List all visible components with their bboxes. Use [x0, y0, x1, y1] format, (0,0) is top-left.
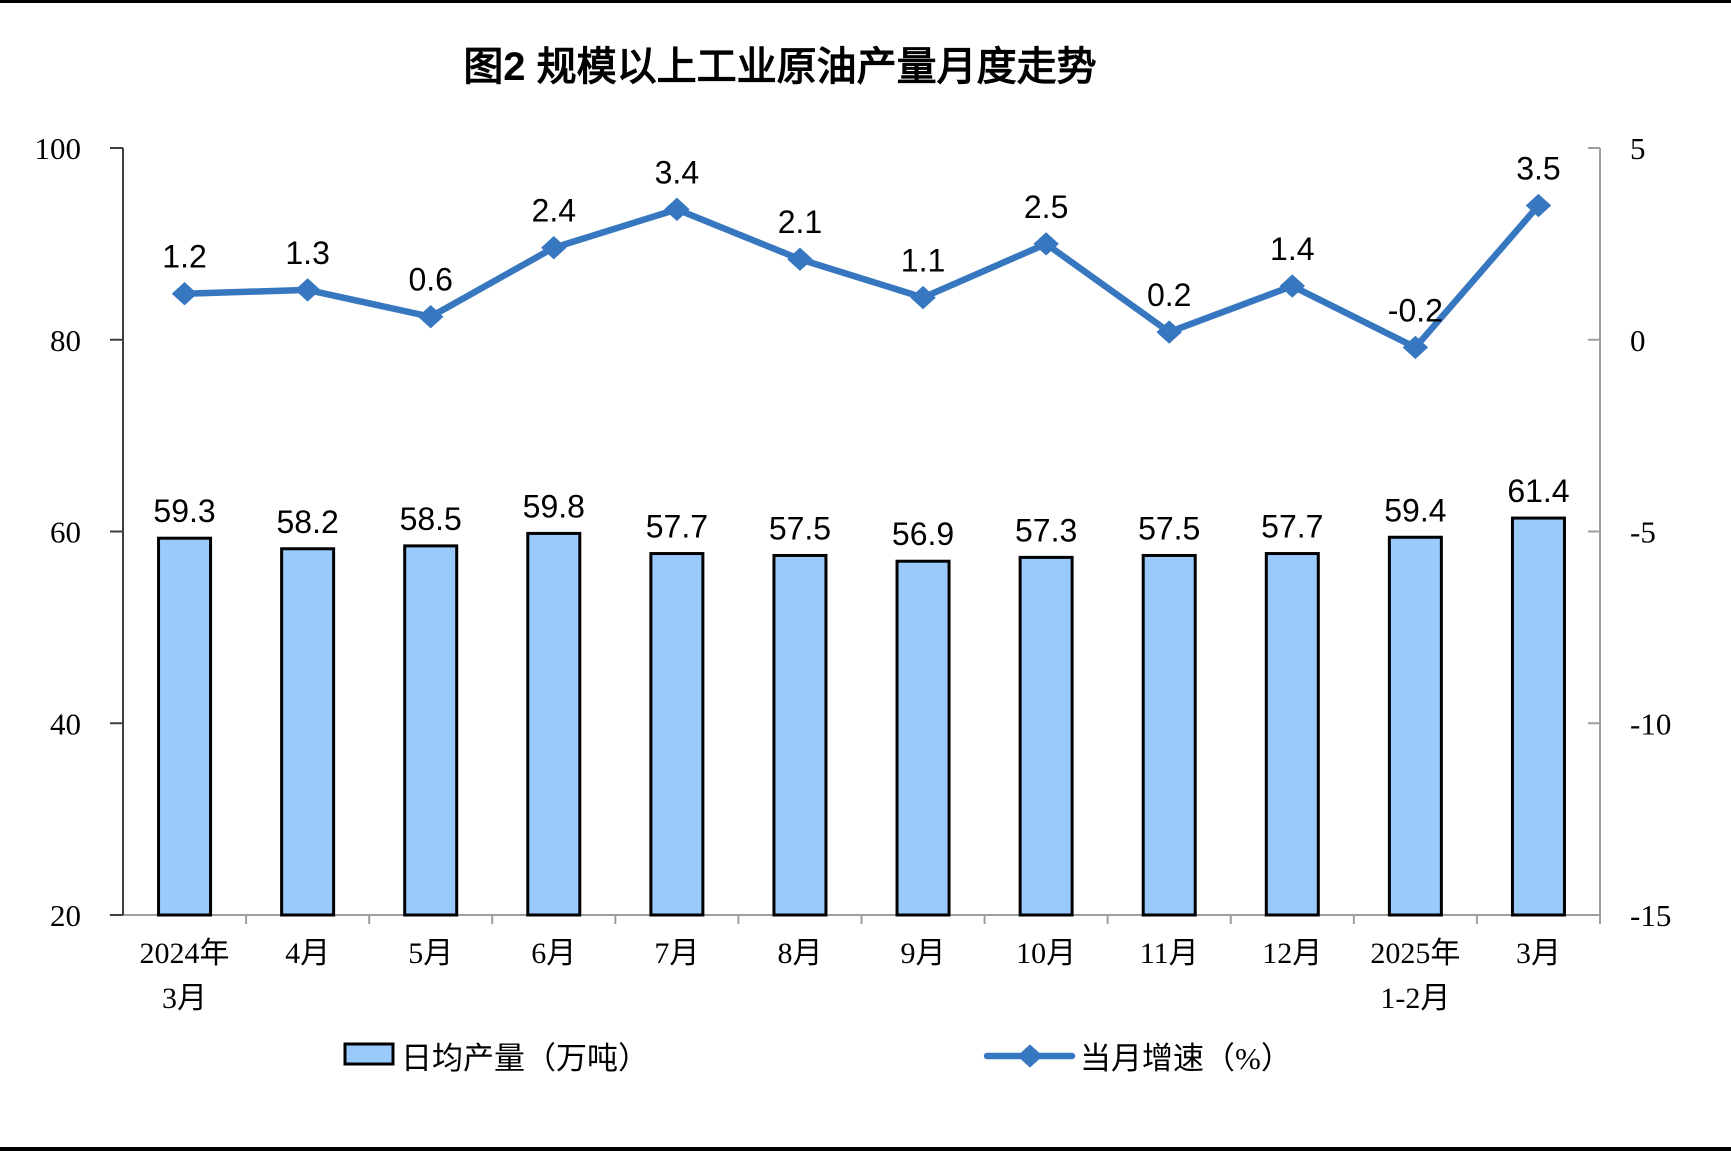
legend-label-bars: 日均产量（万吨）	[401, 1041, 649, 1076]
line-value-label: 1.3	[285, 235, 329, 271]
bar-value-label: 58.5	[400, 501, 462, 537]
bar-4	[649, 552, 705, 917]
top-border-line	[0, 0, 1731, 3]
x-category-label: 6月	[531, 937, 576, 970]
line-point-marker	[1156, 320, 1182, 344]
left-axis-tick-label: 80	[50, 323, 81, 358]
right-axis-tick-label: -15	[1630, 898, 1671, 933]
legend-label-line: 当月增速（%）	[1080, 1041, 1292, 1076]
x-category-label: 3月	[1516, 937, 1561, 970]
bar-value-label: 57.7	[1261, 509, 1323, 545]
line-value-label: 2.4	[532, 193, 576, 229]
line-point-marker	[1525, 193, 1552, 218]
left-axis-tick-label: 60	[50, 515, 81, 550]
line-point-marker	[1279, 274, 1306, 298]
x-category-label: 2025年 1-2月	[1370, 937, 1460, 1015]
bottom-border-line	[0, 1147, 1731, 1151]
x-category-label: 4月	[285, 937, 330, 970]
bar-value-label: 59.3	[153, 493, 215, 529]
line-point-marker	[1402, 335, 1429, 360]
bar-value-label: 57.5	[1138, 510, 1200, 546]
bar-3	[526, 531, 582, 917]
bar-7	[1018, 555, 1074, 917]
left-axis-tick-label: 100	[35, 131, 82, 166]
chart-legend: 日均产量（万吨） 当月增速（%）	[343, 1041, 1292, 1076]
line-point-marker	[171, 282, 198, 306]
bar-0	[157, 536, 213, 917]
bar-value-label: 59.8	[523, 488, 585, 524]
right-axis-tick-label: 0	[1630, 323, 1646, 358]
bar-value-label: 56.9	[892, 516, 954, 552]
x-category-label: 7月	[654, 937, 699, 970]
line-value-label: 1.2	[162, 239, 206, 275]
line-series-marker-icon	[1017, 1044, 1043, 1068]
bar-10	[1387, 535, 1443, 917]
line-point-marker	[294, 278, 321, 302]
bar-1	[280, 547, 336, 917]
line-value-label: 0.2	[1147, 277, 1191, 313]
x-category-label: 8月	[777, 937, 822, 970]
bar-value-label: 57.7	[646, 509, 708, 545]
line-value-label: 0.6	[408, 262, 452, 298]
line-value-label: 3.4	[655, 154, 699, 190]
x-category-label: 12月	[1262, 937, 1322, 970]
line-value-label: -0.2	[1388, 292, 1443, 328]
right-axis-tick-label: -10	[1630, 706, 1671, 741]
bar-9	[1264, 552, 1320, 917]
line-value-label: 2.5	[1024, 189, 1068, 225]
bar-value-label: 59.4	[1384, 492, 1446, 528]
bar-6	[895, 559, 951, 917]
bar-2	[403, 544, 459, 917]
line-point-marker	[541, 236, 567, 260]
line-point-marker	[787, 247, 813, 271]
line-value-label: 1.4	[1270, 231, 1314, 267]
bar-8	[1141, 553, 1197, 917]
line-point-marker	[910, 285, 936, 310]
line-value-label: 1.1	[901, 243, 945, 279]
line-point-marker	[417, 305, 444, 329]
line-point-marker	[1033, 232, 1059, 256]
bar-value-label: 61.4	[1507, 473, 1569, 509]
right-axis-tick-label: 5	[1630, 131, 1646, 166]
plot-area: 20 40 60 80 100 -15 -10 -5 0 5 59.3 58.2 58.5 59.8 57.…	[35, 131, 1672, 1015]
line-value-label: 2.1	[778, 204, 822, 240]
x-category-label: 9月	[901, 937, 946, 970]
chart-title: 图2 规模以上工业原油产量月度走势	[463, 45, 1096, 89]
bar-value-label: 58.2	[276, 504, 338, 540]
bar-value-label: 57.5	[769, 510, 831, 546]
left-axis-tick-label: 20	[50, 898, 81, 933]
bar-value-label: 57.3	[1015, 512, 1077, 548]
x-category-label: 10月	[1016, 937, 1076, 970]
x-category-label: 5月	[408, 937, 453, 970]
bar-series-swatch	[343, 1042, 395, 1066]
x-category-label: 2024年 3月	[140, 937, 230, 1015]
line-value-label: 3.5	[1516, 151, 1560, 187]
line-point-marker	[664, 197, 690, 222]
bar-11	[1510, 516, 1566, 917]
bar-5	[772, 553, 828, 917]
growth-line	[181, 202, 1542, 351]
x-category-label: 11月	[1140, 937, 1199, 970]
right-axis-tick-label: -5	[1630, 515, 1656, 550]
left-axis-tick-label: 40	[50, 706, 81, 741]
